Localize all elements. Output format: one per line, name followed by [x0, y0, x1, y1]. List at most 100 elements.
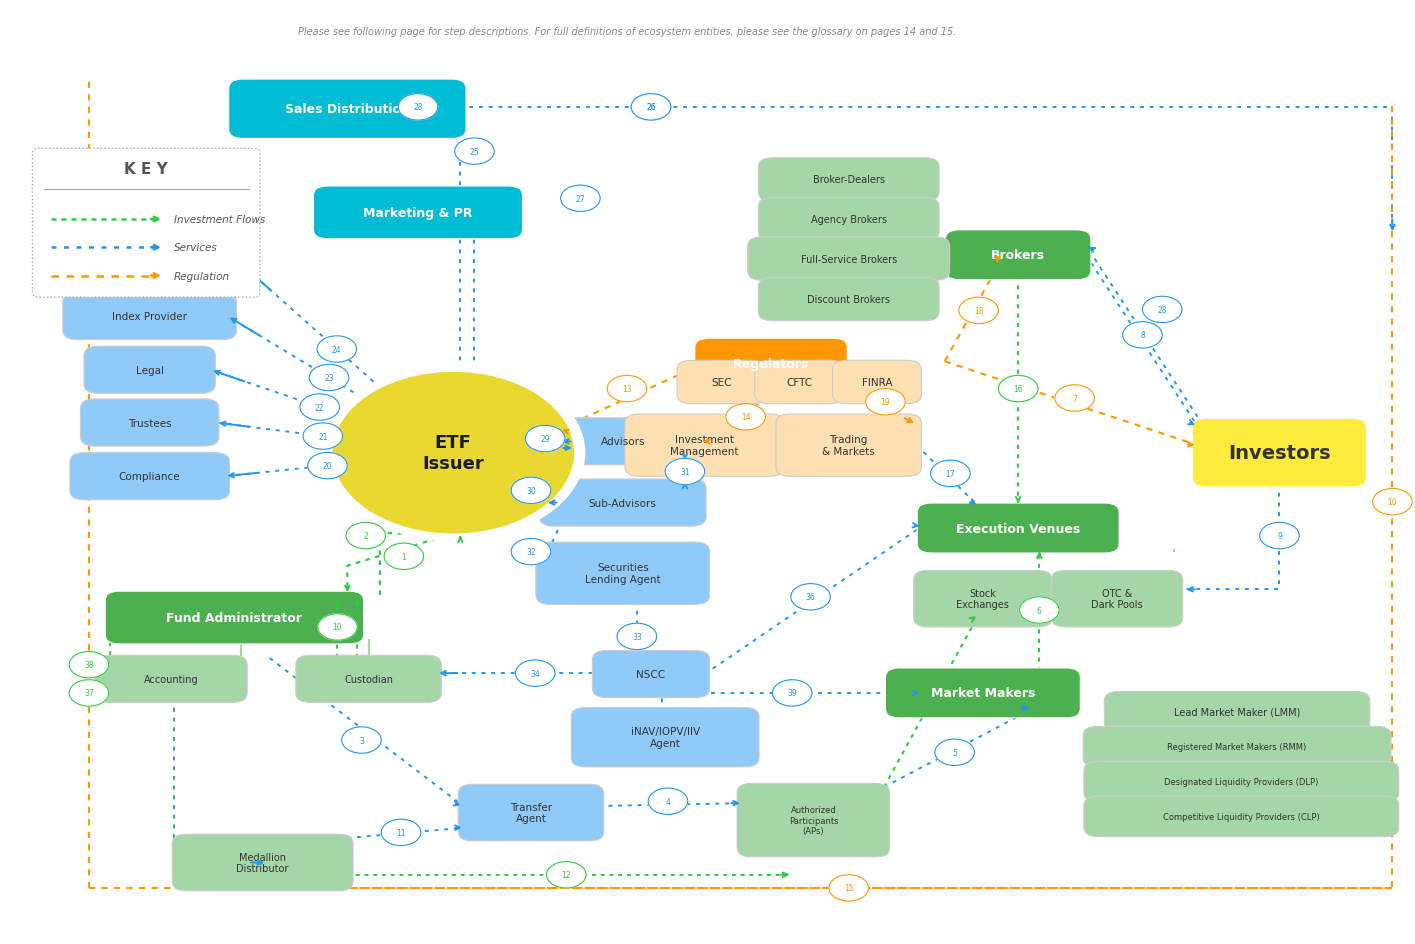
- Text: Sales Distribution: Sales Distribution: [284, 103, 410, 116]
- Circle shape: [631, 94, 671, 121]
- Text: Medallion
Distributor: Medallion Distributor: [236, 851, 289, 873]
- Text: 38: 38: [83, 661, 93, 669]
- FancyBboxPatch shape: [832, 361, 921, 404]
- Text: Advisors: Advisors: [600, 437, 645, 447]
- Text: 9: 9: [1276, 531, 1282, 541]
- FancyBboxPatch shape: [173, 834, 352, 891]
- Text: 14: 14: [741, 413, 750, 422]
- FancyBboxPatch shape: [695, 339, 848, 389]
- Text: Brokers: Brokers: [990, 249, 1046, 262]
- Text: Legal: Legal: [136, 365, 164, 376]
- FancyBboxPatch shape: [737, 784, 890, 857]
- Circle shape: [303, 424, 342, 449]
- Circle shape: [931, 461, 971, 487]
- Circle shape: [726, 404, 766, 430]
- FancyBboxPatch shape: [754, 361, 843, 404]
- Text: 29: 29: [541, 434, 550, 444]
- Text: 4: 4: [665, 797, 671, 806]
- FancyBboxPatch shape: [33, 149, 260, 298]
- Text: ETF
Issuer: ETF Issuer: [423, 434, 484, 473]
- Text: Designated Liquidity Providers (DLP): Designated Liquidity Providers (DLP): [1165, 777, 1319, 786]
- Text: 23: 23: [324, 374, 334, 382]
- Text: 20: 20: [323, 462, 333, 471]
- Text: 3: 3: [359, 735, 364, 745]
- Text: Full-Service Brokers: Full-Service Brokers: [801, 254, 897, 264]
- FancyBboxPatch shape: [314, 187, 522, 240]
- Text: Please see following page for step descriptions. For full definitions of ecosyst: Please see following page for step descr…: [299, 26, 957, 37]
- Circle shape: [398, 94, 437, 121]
- FancyBboxPatch shape: [758, 278, 940, 321]
- Text: NSCC: NSCC: [637, 669, 665, 680]
- Circle shape: [383, 544, 423, 570]
- Text: Sub-Advisors: Sub-Advisors: [589, 498, 657, 508]
- Text: 22: 22: [316, 403, 324, 413]
- Text: Data Vendors: Data Vendors: [129, 260, 200, 270]
- Text: Trading
& Markets: Trading & Markets: [822, 435, 874, 457]
- Text: Competitive Liquidity Providers (CLP): Competitive Liquidity Providers (CLP): [1163, 812, 1320, 821]
- Text: 2: 2: [364, 531, 368, 541]
- Text: Fund Administrator: Fund Administrator: [167, 612, 303, 624]
- Text: 33: 33: [633, 632, 642, 641]
- Text: 1: 1: [402, 552, 406, 561]
- FancyBboxPatch shape: [76, 242, 250, 289]
- FancyBboxPatch shape: [536, 543, 709, 605]
- Text: Regulators: Regulators: [733, 357, 809, 370]
- Circle shape: [300, 395, 340, 421]
- Circle shape: [307, 453, 347, 480]
- FancyBboxPatch shape: [458, 784, 604, 841]
- Text: 17: 17: [945, 469, 955, 479]
- Text: 31: 31: [681, 467, 689, 477]
- Circle shape: [1122, 322, 1162, 348]
- Text: Trustees: Trustees: [127, 418, 171, 428]
- FancyBboxPatch shape: [914, 571, 1053, 628]
- FancyBboxPatch shape: [1193, 419, 1367, 487]
- Circle shape: [515, 660, 555, 686]
- Text: 26: 26: [647, 103, 655, 112]
- Text: Accounting: Accounting: [143, 674, 198, 684]
- FancyBboxPatch shape: [917, 503, 1119, 553]
- Circle shape: [310, 365, 348, 392]
- FancyBboxPatch shape: [678, 361, 766, 404]
- FancyBboxPatch shape: [886, 668, 1080, 718]
- FancyBboxPatch shape: [95, 655, 248, 702]
- Text: 28: 28: [1157, 306, 1167, 314]
- Circle shape: [791, 584, 831, 611]
- FancyBboxPatch shape: [593, 650, 709, 698]
- Text: 28: 28: [413, 103, 423, 112]
- FancyBboxPatch shape: [296, 655, 441, 702]
- Circle shape: [511, 539, 550, 565]
- Text: 26: 26: [647, 103, 655, 112]
- FancyBboxPatch shape: [625, 414, 784, 477]
- Text: Compliance: Compliance: [119, 472, 181, 481]
- Text: 37: 37: [83, 689, 93, 698]
- Text: 25: 25: [470, 147, 480, 157]
- Circle shape: [525, 426, 565, 452]
- Circle shape: [347, 523, 385, 549]
- FancyBboxPatch shape: [1082, 727, 1391, 767]
- Circle shape: [381, 819, 420, 846]
- FancyBboxPatch shape: [1084, 796, 1399, 836]
- Text: 24: 24: [333, 346, 341, 354]
- Text: 7: 7: [1073, 394, 1077, 403]
- Text: 30: 30: [526, 486, 536, 496]
- Circle shape: [829, 875, 869, 902]
- Text: 16: 16: [1013, 384, 1023, 394]
- Circle shape: [607, 376, 647, 402]
- Text: Investment
Management: Investment Management: [671, 435, 739, 457]
- Text: Market Makers: Market Makers: [931, 686, 1034, 700]
- Circle shape: [1259, 523, 1299, 549]
- Text: SEC: SEC: [712, 378, 732, 388]
- Text: CFTC: CFTC: [787, 378, 812, 388]
- Text: 36: 36: [805, 593, 815, 601]
- FancyBboxPatch shape: [229, 80, 466, 140]
- Text: 39: 39: [787, 689, 797, 698]
- Circle shape: [342, 727, 381, 753]
- FancyBboxPatch shape: [81, 399, 219, 447]
- FancyBboxPatch shape: [105, 592, 364, 644]
- Circle shape: [866, 389, 906, 415]
- Text: Services: Services: [174, 243, 218, 253]
- Circle shape: [617, 624, 657, 649]
- FancyBboxPatch shape: [539, 480, 706, 527]
- Text: Index Provider: Index Provider: [112, 312, 187, 322]
- Text: Stock
Exchanges: Stock Exchanges: [957, 588, 1009, 610]
